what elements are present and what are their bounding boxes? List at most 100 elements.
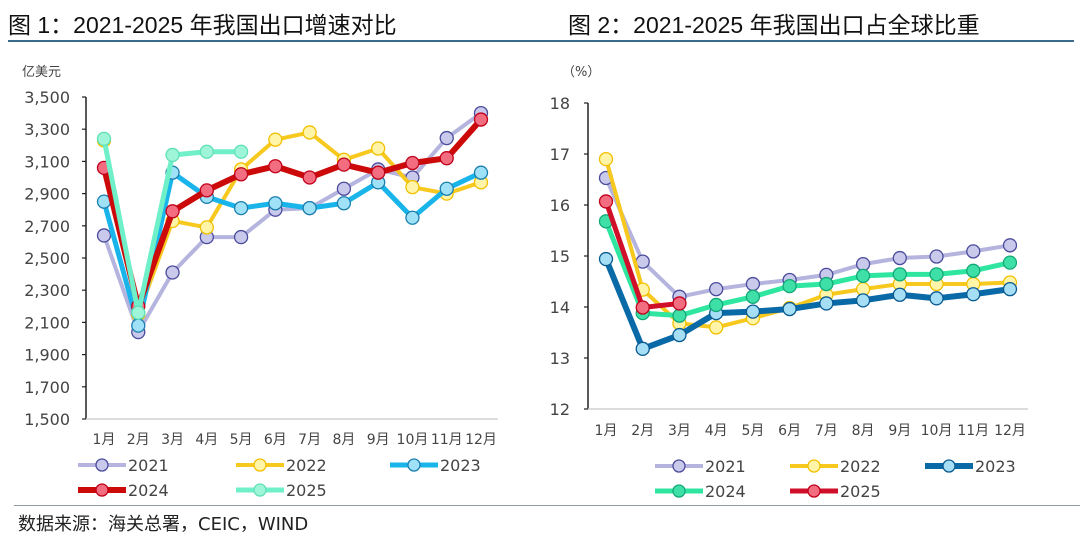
data-point	[966, 287, 981, 302]
legend-item-2021: 2021	[655, 457, 746, 476]
legend-item-2023: 2023	[390, 456, 481, 475]
legend-marker	[253, 458, 267, 472]
x-tick-label: 7月	[298, 432, 321, 448]
legend-label: 2024	[705, 482, 746, 501]
y-tick-label: 2,900	[24, 185, 70, 204]
y-tick-label: 3,500	[24, 88, 70, 107]
legend-item-2022: 2022	[236, 456, 327, 475]
data-point	[439, 181, 454, 196]
legend-label: 2021	[128, 456, 169, 475]
series-2025	[598, 194, 687, 315]
data-point	[473, 165, 489, 180]
data-point	[302, 170, 317, 185]
legend-marker	[942, 459, 956, 473]
y-tick-label: 2,300	[24, 281, 70, 300]
x-tick-label: 6月	[778, 423, 801, 439]
x-tick-label: 5月	[741, 423, 764, 439]
legend-marker	[807, 459, 821, 473]
x-tick-label: 11月	[431, 432, 463, 448]
data-point	[439, 151, 454, 166]
header-divider	[8, 40, 1074, 42]
y-tick-label: 1,700	[24, 378, 70, 397]
legend-marker	[807, 484, 821, 498]
chart-2-title: 图 2：2021-2025 年我国出口占全球比重	[568, 12, 980, 38]
data-point	[268, 196, 283, 211]
data-point	[855, 268, 871, 284]
data-point	[131, 318, 146, 333]
y-tick-label: 2,700	[24, 217, 70, 236]
data-point	[439, 130, 454, 146]
data-point	[131, 305, 146, 320]
series-2024	[96, 112, 489, 314]
data-point	[233, 229, 249, 245]
x-tick-label: 9月	[888, 423, 911, 439]
x-tick-label: 10月	[397, 432, 429, 448]
chart-2: （%） 12 13 14 15 16 17 18 1月 2月 3月 4月 5月 6月 7月 8月 9月 10月 11…	[550, 65, 1028, 501]
data-point	[929, 291, 944, 306]
data-point	[745, 289, 761, 304]
data-point	[405, 210, 420, 225]
legend-marker	[407, 458, 421, 472]
data-point	[598, 151, 614, 167]
data-point	[782, 301, 797, 317]
legend-item-2023: 2023	[925, 457, 1016, 476]
data-point	[709, 320, 724, 335]
legend-marker	[672, 459, 686, 473]
data-point	[233, 144, 249, 159]
y-tick-label: 2,500	[24, 249, 70, 268]
x-tick-label: 8月	[852, 423, 875, 439]
data-point	[782, 278, 797, 294]
series-2024	[598, 214, 1018, 323]
x-tick-label: 2月	[127, 432, 150, 448]
series-2023	[598, 251, 1018, 356]
data-point	[336, 196, 352, 211]
data-point	[966, 263, 981, 278]
series-2025	[96, 131, 249, 320]
y-tick-label: 13	[550, 349, 570, 368]
x-tick-label: 7月	[815, 423, 838, 439]
x-tick-label: 5月	[230, 432, 253, 448]
data-point	[635, 300, 650, 315]
data-point	[371, 141, 386, 156]
legend-label: 2021	[705, 457, 746, 476]
series-line	[102, 111, 483, 335]
data-point	[1002, 255, 1018, 270]
data-point	[302, 125, 317, 140]
data-point	[672, 296, 687, 311]
data-point	[268, 132, 283, 147]
data-point	[892, 250, 907, 266]
data-point	[892, 267, 907, 282]
data-point	[199, 220, 214, 235]
legend-label: 2022	[840, 457, 881, 476]
y-tick-label: 15	[550, 247, 570, 266]
y-tick-label: 17	[550, 145, 570, 164]
y-axis-label: （%）	[562, 65, 600, 80]
data-point	[405, 180, 420, 195]
data-point	[1002, 281, 1018, 297]
data-point	[929, 267, 944, 282]
x-tick-label: 3月	[161, 432, 184, 448]
y-tick-label: 14	[550, 298, 570, 317]
y-tick-label: 3,100	[24, 152, 70, 171]
x-tick-label: 2月	[631, 423, 654, 439]
x-tick-label: 4月	[705, 423, 728, 439]
legend-marker	[95, 483, 109, 497]
y-axis-label: 亿美元	[22, 65, 61, 80]
legend-item-2025: 2025	[790, 482, 881, 501]
legend-label: 2023	[975, 457, 1016, 476]
data-point	[233, 167, 249, 182]
series-2023	[96, 165, 489, 333]
x-tick-label: 12月	[994, 423, 1026, 439]
x-tick-label: 6月	[264, 432, 287, 448]
data-point	[635, 341, 650, 356]
data-point	[473, 112, 489, 127]
data-point	[165, 265, 180, 280]
y-tick-label: 1,900	[24, 346, 70, 365]
data-point	[1002, 238, 1018, 253]
x-tick-label: 12月	[465, 432, 497, 448]
data-point	[405, 155, 420, 171]
legend-label: 2024	[128, 481, 169, 500]
series-line	[604, 158, 1011, 330]
data-point	[819, 296, 834, 311]
